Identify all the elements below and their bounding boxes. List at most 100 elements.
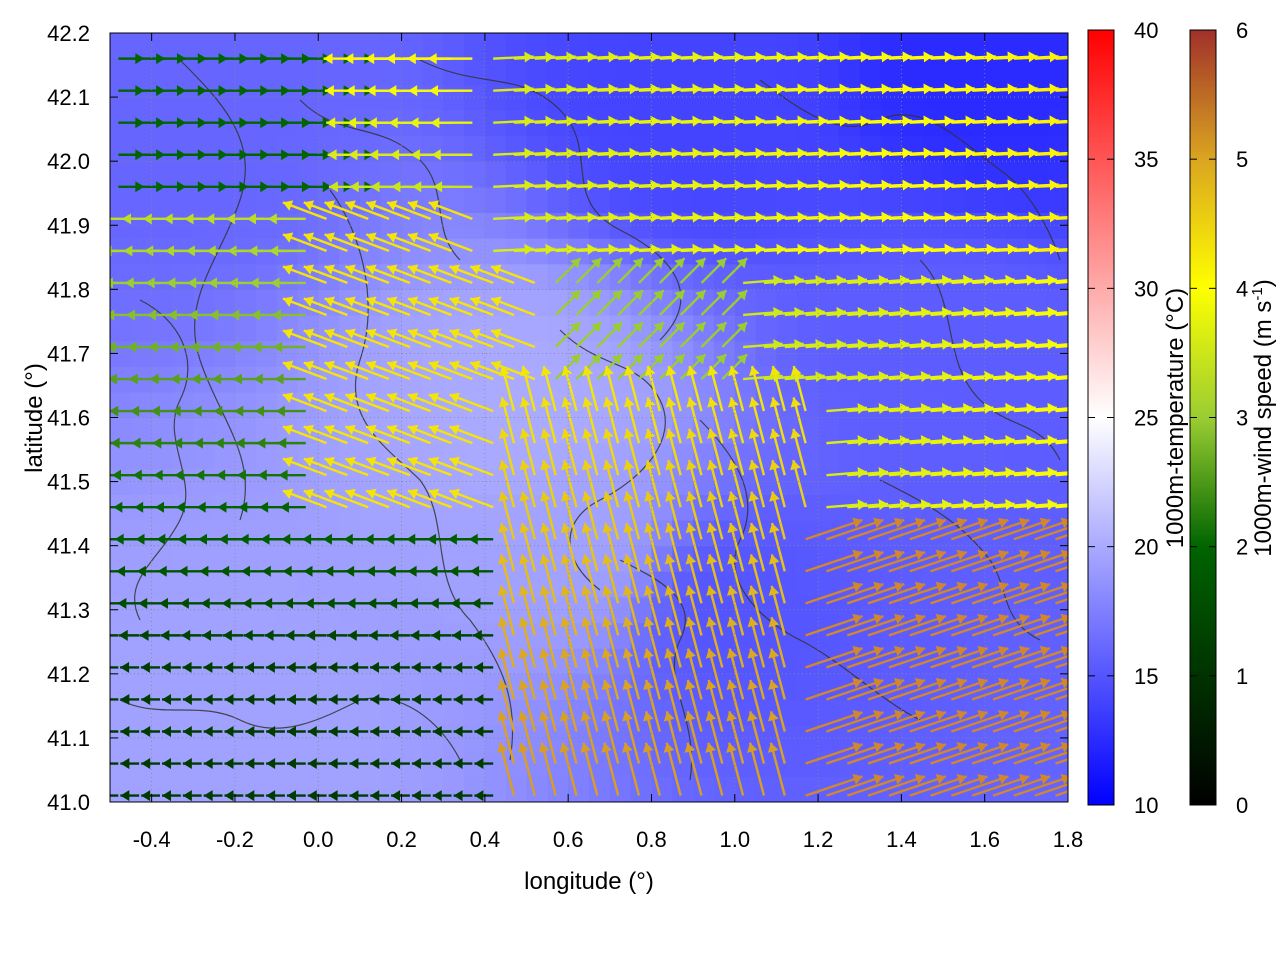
wind-vector [110, 602, 119, 605]
wind-vector [135, 533, 160, 545]
heatmap-cell [589, 750, 611, 777]
heatmap-cell [901, 58, 923, 85]
heatmap-cell [193, 699, 215, 726]
heatmap-cell [713, 468, 736, 495]
heatmap-cell [193, 596, 215, 624]
heatmap-cell [589, 186, 611, 214]
heatmap-cell [214, 84, 236, 111]
heatmap-cell [172, 673, 194, 701]
heatmap-cell [255, 186, 278, 214]
heatmap-cell [401, 58, 423, 85]
heatmap-cell [797, 725, 819, 752]
wind-vector [324, 264, 369, 285]
heatmap-cell [859, 263, 882, 290]
heatmap-cell [526, 596, 548, 624]
heatmap-cell [526, 33, 548, 60]
heatmap-cell [380, 699, 403, 726]
heatmap-cell [943, 391, 965, 419]
wind-vector [328, 726, 348, 738]
heatmap-cell [214, 135, 236, 162]
wind-vector [269, 245, 306, 257]
heatmap-cell [214, 673, 236, 701]
heatmap-cell [1026, 314, 1048, 342]
heatmap-cell [609, 58, 632, 85]
wind-vector [110, 666, 119, 669]
heatmap-cell [776, 58, 798, 85]
heatmap-cell [151, 391, 174, 419]
heatmap-cell [214, 596, 236, 624]
wind-vector [240, 565, 265, 577]
heatmap-cell [609, 750, 632, 777]
heatmap-cell [838, 186, 861, 214]
heatmap-cell [776, 725, 798, 752]
heatmap-cell [110, 391, 132, 419]
heatmap-cell [214, 545, 236, 572]
heatmap-cell [1026, 289, 1048, 316]
heatmap-cell [234, 673, 257, 701]
wind-vector [307, 758, 327, 770]
heatmap-cell [297, 366, 319, 393]
heatmap-cell [776, 289, 798, 316]
colorbar-tick-label: 30 [1134, 276, 1158, 301]
heatmap-cell [818, 520, 840, 547]
wind-vector [264, 629, 285, 641]
heatmap-cell [172, 289, 194, 316]
wind-vector [344, 424, 390, 445]
contour-line [134, 299, 189, 621]
heatmap-cell [484, 750, 507, 777]
wind-vector [156, 533, 181, 545]
heatmap-cell [984, 33, 1007, 60]
heatmap-cell [276, 161, 299, 188]
y-tick-label: 42.2 [47, 21, 90, 46]
heatmap-cell [318, 673, 340, 701]
heatmap-cell [193, 33, 215, 60]
heatmap-cell [505, 135, 528, 162]
heatmap-cell [609, 135, 632, 162]
y-tick-label: 41.5 [47, 470, 90, 495]
heatmap-cell [943, 417, 965, 444]
heatmap-cell [464, 33, 486, 60]
x-axis-label: longitude (°) [524, 868, 654, 895]
wind-vector [328, 758, 348, 770]
y-tick-label: 42.0 [47, 149, 90, 174]
heatmap-cell [276, 673, 299, 701]
heatmap-cell [318, 161, 340, 188]
wind-vector [324, 392, 369, 413]
wind-vector [263, 597, 285, 609]
heatmap-cell [609, 596, 632, 624]
heatmap-cell [526, 289, 548, 316]
heatmap-cell [797, 314, 819, 342]
y-tick-label: 41.9 [47, 213, 90, 238]
heatmap-cell [443, 673, 465, 701]
heatmap-cell [818, 135, 840, 162]
wind-vector [303, 200, 348, 220]
heatmap-cell [755, 135, 778, 162]
heatmap-cell [505, 622, 528, 649]
heatmap-cell [214, 289, 236, 316]
heatmap-cell [151, 263, 174, 290]
heatmap-cell [359, 673, 382, 701]
heatmap-cell [651, 263, 673, 290]
wind-vector [117, 597, 140, 609]
heatmap-cell [110, 161, 132, 188]
wind-vector [120, 758, 140, 770]
heatmap-cell [609, 622, 632, 649]
heatmap-cell [672, 161, 694, 188]
heatmap-cell [776, 33, 798, 60]
heatmap-cell [401, 238, 423, 265]
heatmap-cell [255, 289, 278, 316]
heatmap-cell [214, 443, 236, 470]
heatmap-cell [193, 289, 215, 316]
heatmap-cell [797, 545, 819, 572]
heatmap-cell [984, 289, 1007, 316]
heatmap-cell [818, 263, 840, 290]
heatmap-cell [859, 161, 882, 188]
heatmap-cell [630, 545, 653, 572]
heatmap-cell [151, 673, 174, 701]
heatmap-cell [651, 545, 673, 572]
wind-vector [324, 424, 369, 445]
heatmap-cell [901, 391, 923, 419]
heatmap-cell [214, 391, 236, 419]
heatmap-cell [1047, 289, 1068, 316]
heatmap-cell [755, 58, 778, 85]
